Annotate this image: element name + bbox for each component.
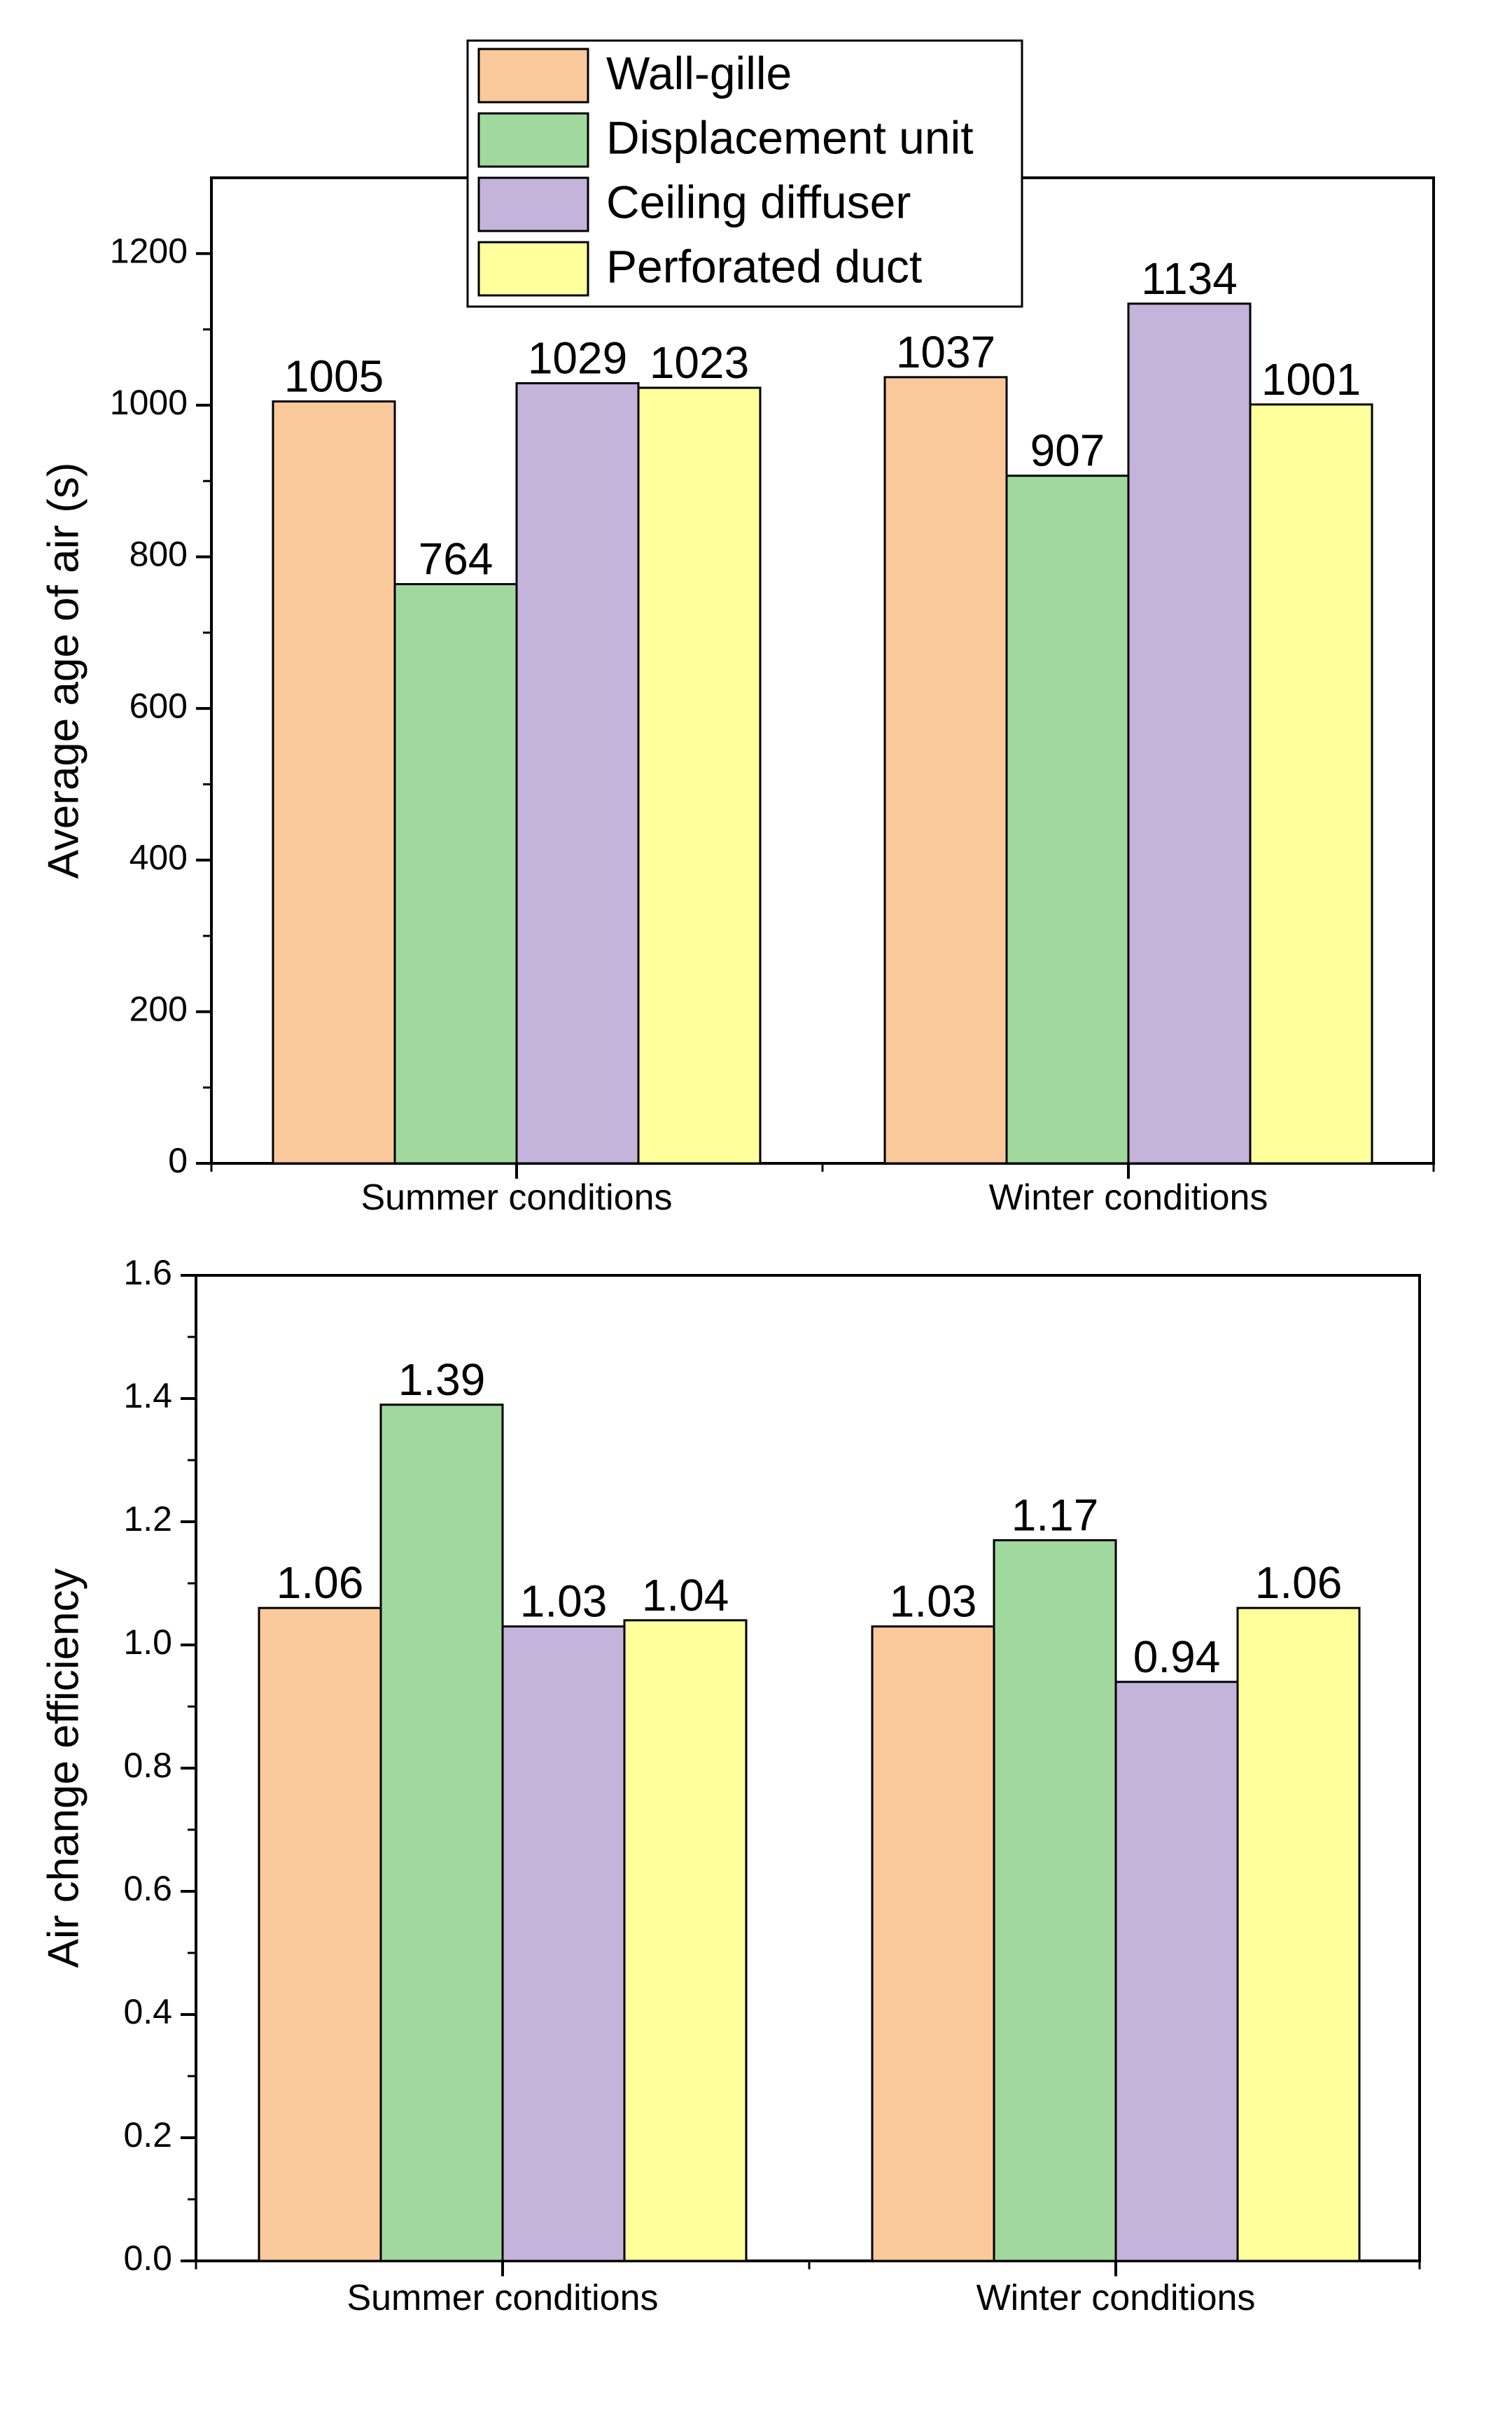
y-tick-label: 1.2 [123, 1499, 172, 1539]
y-tick-label: 0 [168, 1141, 188, 1180]
y-tick-label: 1.4 [123, 1376, 172, 1415]
legend-label-displacement-unit: Displacement unit [606, 111, 974, 163]
legend: Wall-gille Displacement unit Ceiling dif… [466, 39, 1023, 308]
y-tick-label: 1000 [110, 383, 188, 422]
legend-item-displacement-unit: Displacement unit [477, 111, 974, 168]
legend-label-perforated-duct: Perforated duct [606, 240, 922, 292]
x-category-label-winter-conditions: Winter conditions [976, 2278, 1256, 2318]
data-label: 764 [419, 534, 493, 584]
bars-group [272, 302, 1373, 1165]
data-label: 1005 [284, 351, 384, 402]
bar-wall-gille-summer-conditions [272, 400, 396, 1165]
x-category-label-summer-conditions: Summer conditions [346, 2278, 658, 2318]
data-label: 1.04 [642, 1570, 729, 1620]
bar-displacement-unit-winter-conditions [1005, 475, 1130, 1165]
legend-swatch-displacement-unit [477, 112, 589, 168]
data-label: 1.03 [520, 1576, 608, 1627]
data-label: 1.03 [890, 1576, 977, 1627]
y-tick-label: 800 [130, 535, 188, 574]
bar-displacement-unit-summer-conditions [393, 583, 518, 1165]
y-axis: 0.0 0.2 0.4 0.6 0.8 1.0 1.2 1.4 1.6 [123, 1253, 196, 2278]
y-tick-label: 600 [130, 686, 188, 725]
legend-swatch-wall-gille [477, 48, 589, 104]
x-category-label-winter-conditions: Winter conditions [989, 1177, 1268, 1218]
x-axis: Summer conditions Winter conditions [195, 2261, 1421, 2318]
bars-group [258, 1403, 1361, 2262]
bar-ceiling-diffuser-summer-conditions [515, 382, 640, 1165]
data-label: 907 [1030, 426, 1105, 476]
legend-swatch-perforated-duct [477, 241, 589, 297]
chart-average-age-of-air: 1005 1037 764 907 1029 1134 1023 1001 0 200 400 60… [39, 176, 1435, 1218]
bar-ceiling-diffuser-winter-conditions [1114, 1681, 1239, 2262]
data-label: 1001 [1261, 354, 1361, 405]
legend-item-ceiling-diffuser: Ceiling diffuser [477, 176, 911, 232]
y-tick-label: 200 [130, 990, 188, 1029]
bar-ceiling-diffuser-winter-conditions [1127, 302, 1252, 1165]
data-label: 1.17 [1011, 1490, 1099, 1540]
y-tick-label: 0.6 [123, 1869, 172, 1908]
x-category-label-summer-conditions: Summer conditions [360, 1177, 672, 1218]
legend-swatch-ceiling-diffuser [477, 176, 589, 232]
data-label: 1.06 [1255, 1557, 1343, 1608]
legend-label-wall-gille: Wall-gille [606, 47, 792, 99]
legend-item-perforated-duct: Perforated duct [477, 240, 922, 297]
data-labels-group: 1005 1037 764 907 1029 1134 1023 1001 [284, 253, 1361, 584]
y-axis-title: Average age of air (s) [39, 462, 88, 878]
y-tick-label: 1.6 [123, 1253, 172, 1292]
data-labels-group: 1.06 1.03 1.39 1.17 1.03 0.94 1.04 1.06 [276, 1354, 1343, 1682]
chart-air-change-efficiency: 1.06 1.031.391.171.030.941.04 1.06 0.00.20… [39, 1253, 1421, 2318]
bar-wall-gille-winter-conditions [871, 1625, 995, 2262]
y-tick-label: 1.0 [123, 1623, 172, 1662]
data-label: 0.94 [1133, 1632, 1221, 1682]
legend-item-wall-gille: Wall-gille [477, 47, 792, 104]
y-tick-label: 0.2 [123, 2115, 172, 2155]
y-tick-label: 1200 [110, 232, 188, 271]
legend-label-ceiling-diffuser: Ceiling diffuser [606, 176, 911, 227]
bar-ceiling-diffuser-summer-conditions [501, 1625, 626, 2262]
bar-wall-gille-summer-conditions [258, 1606, 382, 2262]
y-axis-title: Air change efficiency [39, 1569, 88, 1968]
bar-wall-gille-winter-conditions [883, 376, 1008, 1165]
y-tick-label: 400 [130, 838, 188, 877]
x-axis: Summer conditions Winter conditions [210, 1163, 1435, 1218]
bar-perforated-duct-winter-conditions [1249, 403, 1373, 1165]
y-tick-label: 0.8 [123, 1746, 172, 1785]
y-tick-label: 0.0 [123, 2239, 172, 2278]
bar-displacement-unit-summer-conditions [379, 1403, 504, 2262]
bar-perforated-duct-summer-conditions [637, 386, 762, 1165]
data-label: 1023 [650, 337, 749, 388]
data-label: 1037 [896, 327, 995, 377]
data-label: 1029 [528, 333, 627, 384]
y-tick-label: 0.4 [123, 1992, 172, 2031]
data-label: 1.06 [276, 1557, 364, 1608]
data-label: 1.39 [398, 1354, 486, 1405]
data-label: 1134 [1141, 253, 1238, 304]
bar-perforated-duct-winter-conditions [1236, 1606, 1361, 2262]
y-axis: 0 200 400 600 800 1000 1200 [110, 232, 211, 1180]
bar-displacement-unit-winter-conditions [993, 1539, 1117, 2262]
bar-perforated-duct-summer-conditions [623, 1619, 748, 2262]
